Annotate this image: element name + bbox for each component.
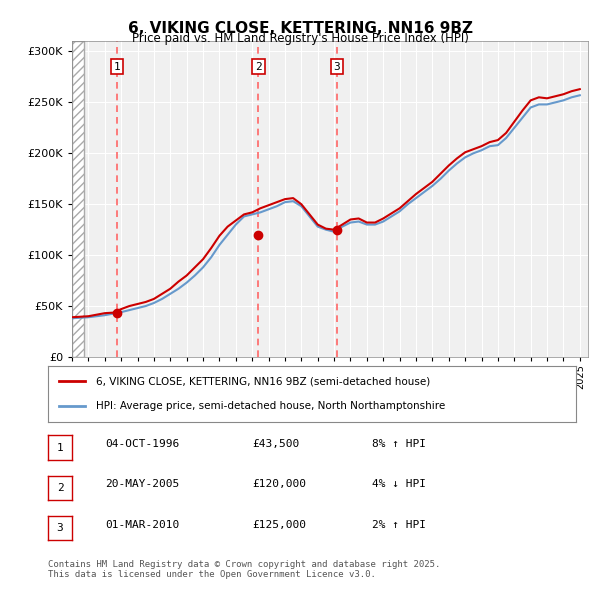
6, VIKING CLOSE, KETTERING, NN16 9BZ (semi-detached house) — [322, 225, 329, 232]
6, VIKING CLOSE, KETTERING, NN16 9BZ (semi-detached house) — [306, 211, 313, 218]
Text: 8% ↑ HPI: 8% ↑ HPI — [372, 440, 426, 449]
Text: 1: 1 — [56, 443, 64, 453]
6, VIKING CLOSE, KETTERING, NN16 9BZ (semi-detached house) — [421, 185, 428, 192]
HPI: Average price, semi-detached house, North Northamptonshire: (2.01e+03, 1.25e+05): Average price, semi-detached house, Nort… — [322, 226, 329, 233]
6, VIKING CLOSE, KETTERING, NN16 9BZ (semi-detached house) — [68, 314, 76, 321]
Text: £125,000: £125,000 — [252, 520, 306, 529]
HPI: Average price, semi-detached house, North Northamptonshire: (2.02e+03, 2.55e+05): Average price, semi-detached house, Nort… — [568, 94, 575, 101]
HPI: Average price, semi-detached house, North Northamptonshire: (2.02e+03, 2.57e+05): Average price, semi-detached house, Nort… — [576, 91, 583, 99]
Text: 3: 3 — [334, 61, 340, 71]
Line: HPI: Average price, semi-detached house, North Northamptonshire: HPI: Average price, semi-detached house,… — [72, 95, 580, 318]
Text: 4% ↓ HPI: 4% ↓ HPI — [372, 480, 426, 489]
HPI: Average price, semi-detached house, North Northamptonshire: (2e+03, 9.8e+04): Average price, semi-detached house, Nort… — [208, 254, 215, 261]
Text: 2: 2 — [255, 61, 262, 71]
6, VIKING CLOSE, KETTERING, NN16 9BZ (semi-detached house) — [576, 86, 583, 93]
Text: 04-OCT-1996: 04-OCT-1996 — [105, 440, 179, 449]
Text: £43,500: £43,500 — [252, 440, 299, 449]
6, VIKING CLOSE, KETTERING, NN16 9BZ (semi-detached house) — [568, 88, 575, 95]
Text: HPI: Average price, semi-detached house, North Northamptonshire: HPI: Average price, semi-detached house,… — [95, 401, 445, 411]
HPI: Average price, semi-detached house, North Northamptonshire: (2.01e+03, 1.38e+05): Average price, semi-detached house, Nort… — [306, 213, 313, 220]
Text: Contains HM Land Registry data © Crown copyright and database right 2025.
This d: Contains HM Land Registry data © Crown c… — [48, 560, 440, 579]
Bar — [72, 41, 84, 357]
Text: 1: 1 — [114, 61, 121, 71]
Text: 20-MAY-2005: 20-MAY-2005 — [105, 480, 179, 489]
6, VIKING CLOSE, KETTERING, NN16 9BZ (semi-detached house) — [208, 244, 215, 251]
HPI: Average price, semi-detached house, North Northamptonshire: (2e+03, 1.2e+05): Average price, semi-detached house, Nort… — [224, 231, 231, 238]
6, VIKING CLOSE, KETTERING, NN16 9BZ (semi-detached house) — [224, 223, 231, 230]
Line: 6, VIKING CLOSE, KETTERING, NN16 9BZ (semi-detached house): 6, VIKING CLOSE, KETTERING, NN16 9BZ (se… — [72, 89, 580, 317]
Text: 6, VIKING CLOSE, KETTERING, NN16 9BZ: 6, VIKING CLOSE, KETTERING, NN16 9BZ — [128, 21, 473, 35]
HPI: Average price, semi-detached house, North Northamptonshire: (1.99e+03, 3.8e+04): Average price, semi-detached house, Nort… — [68, 314, 76, 322]
Text: 6, VIKING CLOSE, KETTERING, NN16 9BZ (semi-detached house): 6, VIKING CLOSE, KETTERING, NN16 9BZ (se… — [95, 376, 430, 386]
Text: 2: 2 — [56, 483, 64, 493]
Text: 3: 3 — [56, 523, 64, 533]
Text: Price paid vs. HM Land Registry's House Price Index (HPI): Price paid vs. HM Land Registry's House … — [131, 32, 469, 45]
HPI: Average price, semi-detached house, North Northamptonshire: (2.02e+03, 1.62e+05): Average price, semi-detached house, Nort… — [421, 188, 428, 195]
Text: 2% ↑ HPI: 2% ↑ HPI — [372, 520, 426, 529]
Text: £120,000: £120,000 — [252, 480, 306, 489]
Text: 01-MAR-2010: 01-MAR-2010 — [105, 520, 179, 529]
